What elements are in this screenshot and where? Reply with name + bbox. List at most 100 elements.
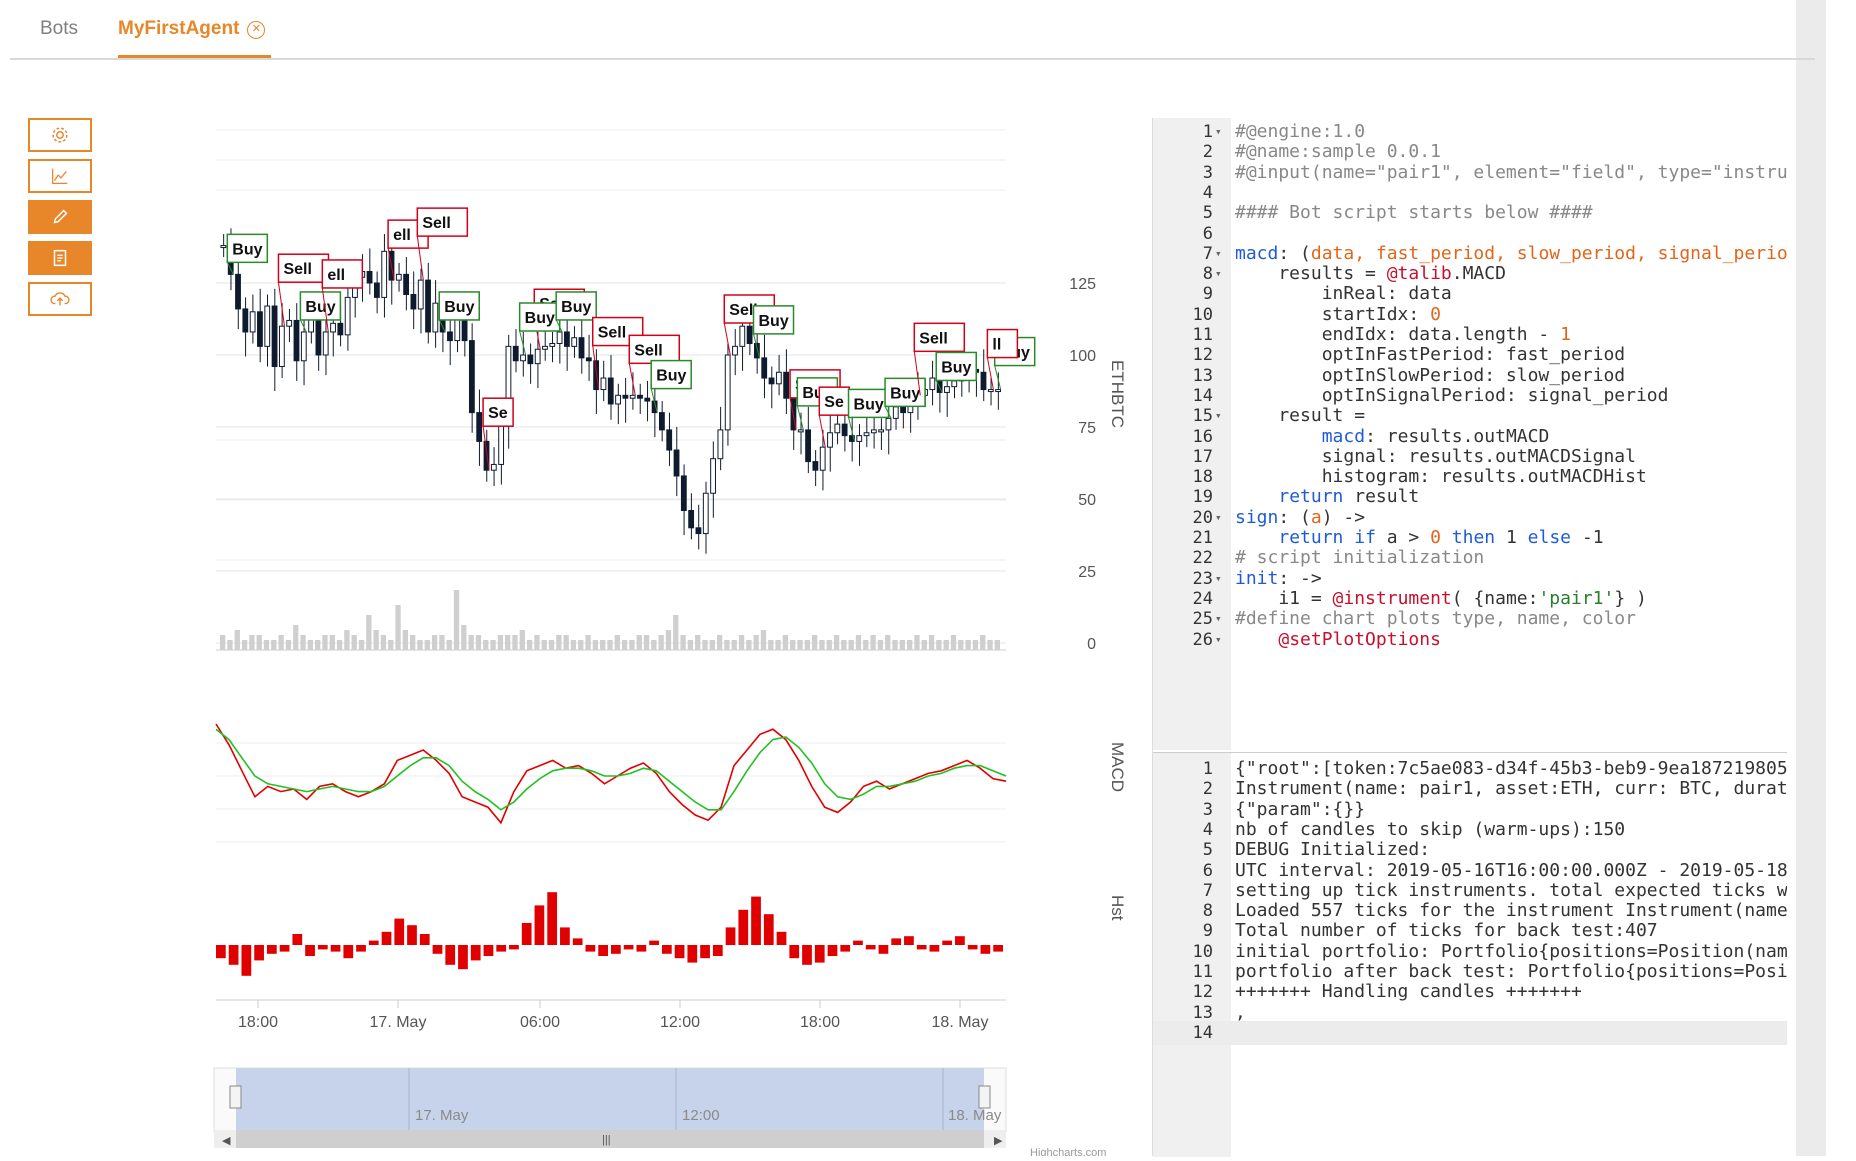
candle[interactable] xyxy=(278,325,285,368)
code-line[interactable]: 15 ▾ result = xyxy=(1153,404,1787,428)
candle[interactable] xyxy=(995,389,1002,393)
code-line[interactable]: 12 optInFastPeriod: fast_period xyxy=(1153,343,1787,367)
candle[interactable] xyxy=(819,446,826,471)
buy-flag[interactable]: Buy xyxy=(555,291,597,333)
candle[interactable] xyxy=(337,322,344,336)
sell-flag[interactable]: Sell xyxy=(723,294,776,356)
sell-flag[interactable]: Sell xyxy=(913,322,966,396)
chart-button[interactable] xyxy=(28,159,92,193)
candle[interactable] xyxy=(549,342,556,347)
candle[interactable] xyxy=(403,273,410,296)
log-line[interactable]: 10 initial portfolio: Portfolio{positions… xyxy=(1153,940,1787,964)
candle[interactable] xyxy=(366,270,373,284)
candle[interactable] xyxy=(717,429,724,460)
code-line[interactable]: 6 xyxy=(1153,222,1787,246)
edit-button[interactable] xyxy=(28,200,92,234)
candle[interactable] xyxy=(746,325,753,344)
candle[interactable] xyxy=(615,394,621,405)
candle[interactable] xyxy=(520,354,526,362)
candle[interactable] xyxy=(739,325,746,347)
code-line[interactable]: 25 ▾ #define chart plots type, name, color xyxy=(1153,607,1787,631)
log-line[interactable]: 4 nb of candles to skip (warm-ups):150 xyxy=(1153,818,1787,842)
candle[interactable] xyxy=(468,340,475,414)
log-line[interactable]: 14 xyxy=(1153,1020,1787,1045)
candle[interactable] xyxy=(476,412,483,442)
candle[interactable] xyxy=(710,458,716,494)
candle[interactable] xyxy=(951,380,958,388)
scroll-left-arrow-icon[interactable]: ◀ xyxy=(222,1135,231,1147)
log-line[interactable]: 8 Loaded 557 ticks for the instrument Ins… xyxy=(1153,899,1787,923)
candle[interactable] xyxy=(812,461,819,471)
candle[interactable] xyxy=(629,394,636,399)
candle[interactable] xyxy=(775,371,782,385)
code-line[interactable]: 9 inReal: data xyxy=(1153,282,1787,306)
log-line[interactable]: 1 {"root":[token:7c5ae083-d34f-45b3-beb9-… xyxy=(1153,757,1787,781)
code-line[interactable]: 1 ▾ #@engine:1.0 xyxy=(1153,120,1787,144)
candle[interactable] xyxy=(490,463,497,471)
buy-flag[interactable]: Buy xyxy=(847,388,890,442)
candle[interactable] xyxy=(900,406,906,414)
sell-flag[interactable]: Se xyxy=(818,386,851,448)
candle[interactable] xyxy=(695,527,702,535)
code-line[interactable]: 11 endIdx: data.length - 1 xyxy=(1153,323,1787,347)
candle[interactable] xyxy=(878,429,885,433)
sell-flag[interactable]: Se xyxy=(482,397,514,471)
scroll-right-arrow-icon[interactable]: ▶ xyxy=(994,1135,1003,1147)
candle[interactable] xyxy=(381,250,388,298)
candle[interactable] xyxy=(688,510,695,529)
code-line[interactable]: 4 xyxy=(1153,181,1787,205)
log-line[interactable]: 13, xyxy=(1153,1001,1787,1025)
buy-flag[interactable]: Buy xyxy=(935,351,977,393)
code-line[interactable]: 8 ▾ results = @talib.MACD xyxy=(1153,262,1787,286)
log-line[interactable]: 3 {"param":{}} xyxy=(1153,798,1787,822)
scrollbar-thumb[interactable] xyxy=(236,1130,984,1148)
navigator-right-handle[interactable] xyxy=(978,1085,991,1109)
settings-button[interactable] xyxy=(28,118,92,152)
candle[interactable] xyxy=(235,273,241,310)
candle[interactable] xyxy=(724,354,731,431)
candle[interactable] xyxy=(578,337,585,359)
fold-arrow-icon[interactable]: ▾ xyxy=(1215,510,1222,524)
code-line[interactable]: 21 return if a > 0 then 1 else -1 xyxy=(1153,526,1787,550)
log-line[interactable]: 11 portfolio after back test: Portfolio{p… xyxy=(1153,960,1787,984)
candle[interactable] xyxy=(929,377,936,391)
script-editor[interactable]: 1 ▾ #@engine:1.0 2 #@name:sample 0.0.1 3 #@inp… xyxy=(1153,118,1787,750)
buy-flag[interactable]: Buy xyxy=(438,291,481,333)
candle[interactable] xyxy=(644,397,651,402)
candle[interactable] xyxy=(271,305,278,368)
log-button[interactable] xyxy=(28,241,92,275)
candle[interactable] xyxy=(257,311,263,347)
candle[interactable] xyxy=(322,331,329,356)
candle[interactable] xyxy=(783,371,790,399)
close-circle-icon[interactable]: ✕ xyxy=(247,21,266,39)
candle[interactable] xyxy=(571,337,578,347)
candle[interactable] xyxy=(680,475,687,512)
candle[interactable] xyxy=(827,432,833,448)
buy-flag[interactable]: Buy xyxy=(650,359,692,413)
highcharts-credits[interactable]: Highcharts.com xyxy=(1030,1147,1106,1159)
code-line[interactable]: 13 optInSlowPeriod: slow_period xyxy=(1153,364,1787,388)
candle[interactable] xyxy=(593,360,600,391)
sell-flag[interactable]: Sell xyxy=(628,334,681,396)
upload-button[interactable] xyxy=(28,282,92,316)
candle[interactable] xyxy=(768,377,775,385)
buy-flag[interactable]: Buy xyxy=(752,305,795,359)
log-line[interactable]: 9 Total number of ticks for back test:407 xyxy=(1153,919,1787,943)
candle[interactable] xyxy=(987,389,994,393)
candle[interactable] xyxy=(432,302,439,333)
candle[interactable] xyxy=(264,305,271,347)
code-line[interactable]: 7 ▾ macd: (data, fast_period, slow_period,… xyxy=(1153,242,1787,266)
fold-arrow-icon[interactable]: ▾ xyxy=(1215,409,1222,423)
code-line[interactable]: 3 #@input(name="pair1", element="field", … xyxy=(1153,161,1787,185)
candle[interactable] xyxy=(344,296,351,336)
log-line[interactable]: 6 UTC interval: 2019-05-16T16:00:00.000Z … xyxy=(1153,859,1787,883)
candle[interactable] xyxy=(600,377,607,391)
tab-bots[interactable]: Bots xyxy=(40,18,78,58)
candle[interactable] xyxy=(242,308,249,333)
navigator-range[interactable] xyxy=(236,1068,984,1132)
code-line[interactable]: 10 startIdx: 0 xyxy=(1153,303,1787,327)
candle[interactable] xyxy=(841,423,848,437)
candle[interactable] xyxy=(856,435,863,442)
candle[interactable] xyxy=(249,311,256,333)
candle[interactable] xyxy=(300,331,307,362)
